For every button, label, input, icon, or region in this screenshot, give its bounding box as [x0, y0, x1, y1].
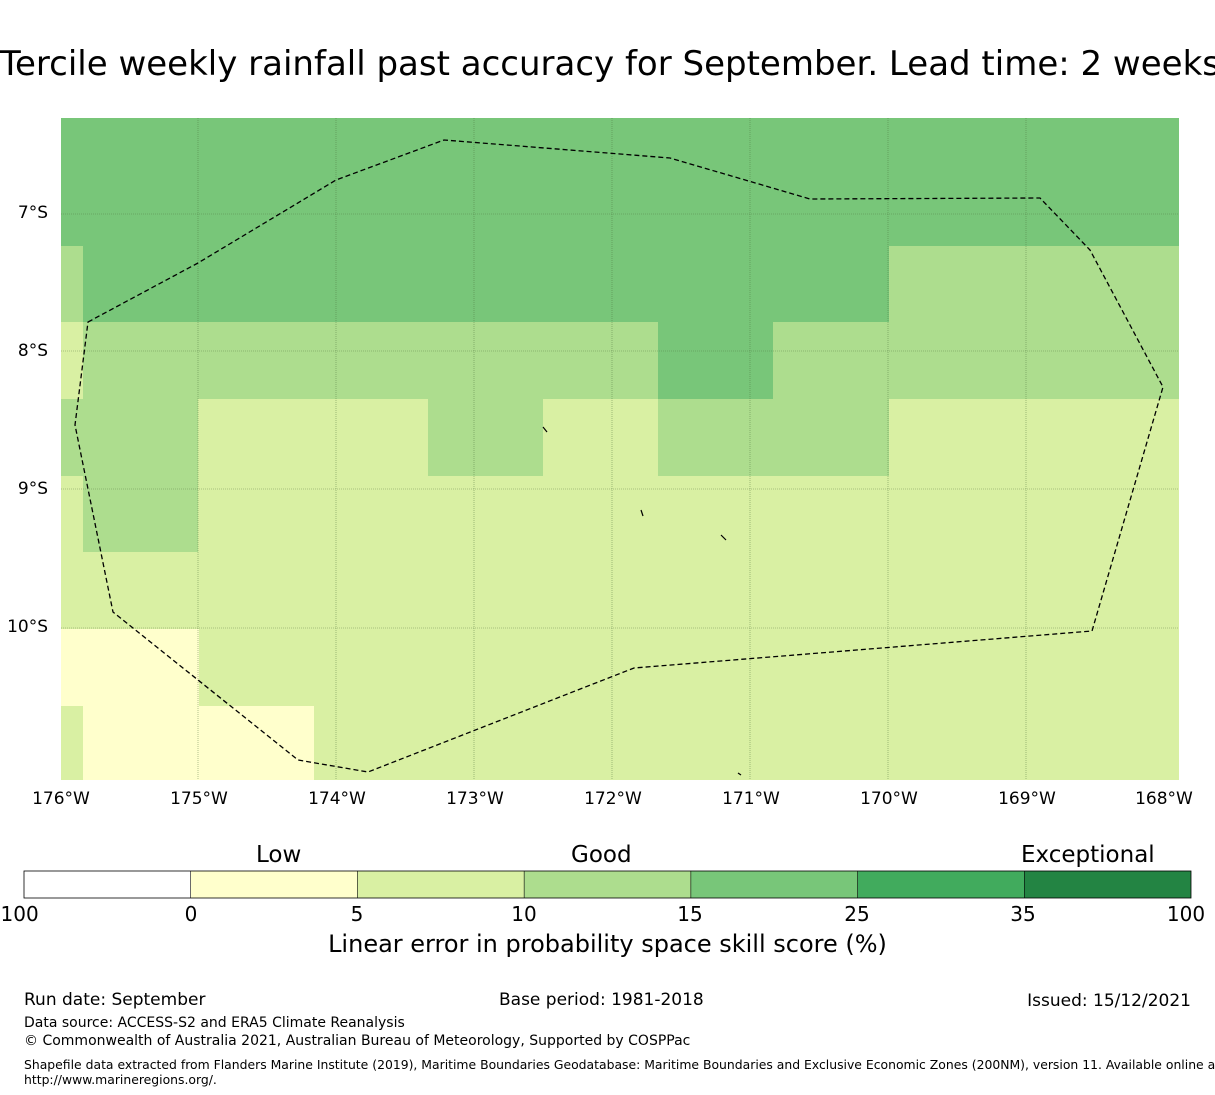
skill-cell [658, 322, 774, 399]
shapefile-link: http://www.marineregions.org/. [24, 1072, 217, 1087]
skill-cell [61, 629, 199, 706]
colorbar-tick: 35 [1010, 902, 1036, 926]
colorbar [23, 870, 1192, 899]
colorbar-segment [190, 871, 358, 898]
legend-category-exceptional: Exceptional [1021, 842, 1155, 868]
colorbar-segment [524, 871, 691, 898]
skill-grid-cells [61, 118, 1179, 780]
x-tick-label: 170°W [860, 789, 918, 809]
colorbar-tick: 100 [1166, 902, 1206, 926]
y-tick-label: 10°S [7, 617, 48, 637]
copyright: © Commonwealth of Australia 2021, Austra… [24, 1033, 691, 1049]
skill-cell [198, 399, 429, 476]
colorbar-tick: 25 [844, 902, 870, 926]
skill-cell [83, 706, 199, 780]
data-source: Data source: ACCESS-S2 and ERA5 Climate … [24, 1015, 405, 1031]
x-tick-label: 174°W [308, 789, 366, 809]
island-atoll [542, 426, 548, 433]
skill-cell [83, 246, 889, 322]
x-tick-label: 172°W [584, 789, 642, 809]
issued-date: Issued: 15/12/2021 [1027, 991, 1191, 1011]
colorbar-tick: 0 [184, 902, 198, 926]
colorbar-segment [857, 871, 1025, 898]
run-date: Run date: September [24, 990, 206, 1010]
colorbar-tick: 10 [511, 902, 537, 926]
legend-category-low: Low [256, 842, 302, 868]
shapefile-credit: Shapefile data extracted from Flanders M… [24, 1057, 1215, 1072]
skill-cell [61, 706, 83, 780]
skill-cell [889, 399, 1179, 780]
map-title: Tercile weekly rainfall past accuracy fo… [0, 44, 1215, 84]
skill-cell [428, 399, 544, 476]
skill-cell [61, 246, 83, 322]
x-tick-label: 176°W [32, 789, 90, 809]
skill-cell [83, 399, 199, 552]
colorbar-segment [24, 871, 191, 898]
skill-cell [658, 399, 889, 476]
x-tick-label: 175°W [170, 789, 228, 809]
colorbar-tick: 5 [350, 902, 364, 926]
eez-boundary [74, 139, 1164, 773]
skill-cell [83, 322, 659, 399]
colorbar-title: Linear error in probability space skill … [328, 930, 887, 958]
skill-cell [61, 399, 83, 476]
x-tick-label: 173°W [446, 789, 504, 809]
islands [542, 426, 742, 776]
island-atoll [737, 772, 742, 776]
graticule [61, 118, 1179, 780]
skill-cell [773, 322, 889, 399]
x-tick-label: 169°W [998, 789, 1056, 809]
colorbar-segment [357, 871, 525, 898]
skill-cell [83, 552, 199, 629]
island-atoll [720, 534, 727, 541]
colorbar-tick: -100 [0, 902, 39, 926]
colorbar-tick: 15 [677, 902, 703, 926]
skill-cell [198, 706, 314, 780]
island-atoll [640, 509, 644, 517]
legend-category-good: Good [571, 842, 632, 868]
y-tick-label: 8°S [17, 341, 48, 361]
colorbar-segment [1024, 871, 1191, 898]
skill-cell [61, 322, 83, 399]
y-tick-label: 7°S [17, 203, 48, 223]
y-tick-label: 9°S [17, 479, 48, 499]
skill-cell [61, 476, 83, 629]
skill-map [61, 118, 1179, 780]
colorbar-segment [690, 871, 858, 898]
skill-cell [543, 399, 659, 476]
colorbar-border [23, 870, 1192, 899]
skill-cell [889, 246, 1179, 399]
x-tick-label: 168°W [1135, 789, 1193, 809]
skill-cell [61, 118, 1179, 246]
x-tick-label: 171°W [722, 789, 780, 809]
base-period: Base period: 1981-2018 [499, 990, 704, 1010]
